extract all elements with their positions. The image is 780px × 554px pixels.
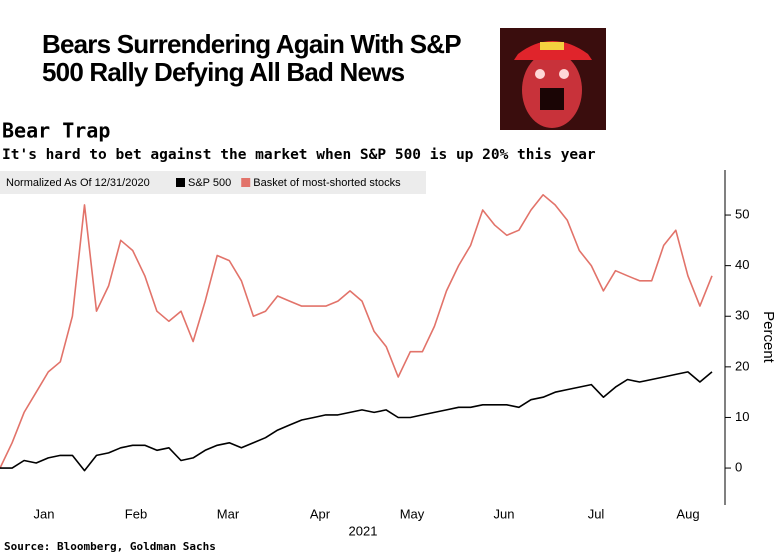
series-line [0, 194, 713, 469]
x-tick-label: Jan [34, 506, 55, 521]
x-tick-label: Apr [310, 506, 331, 521]
x-tick-label: Jul [588, 506, 605, 521]
x-tick-label: Jun [494, 506, 515, 521]
x-axis-label: 2021 [349, 523, 378, 538]
y-tick-label: 20 [735, 358, 749, 373]
x-tick-label: Aug [676, 506, 699, 521]
y-tick-label: 10 [735, 409, 749, 424]
thumbnail [500, 28, 606, 130]
legend-box [0, 171, 426, 194]
x-tick-label: May [400, 506, 425, 521]
legend-title: Normalized As Of 12/31/2020 [6, 177, 150, 189]
chart-subtitle: It's hard to bet against the market when… [2, 147, 596, 163]
x-tick-label: Mar [217, 506, 240, 521]
y-tick-label: 30 [735, 308, 749, 323]
headline: 500 Rally Defying All Bad News [42, 57, 405, 87]
y-tick-label: 40 [735, 257, 749, 272]
series-line [0, 371, 713, 472]
legend-swatch [176, 178, 185, 187]
source: Source: Bloomberg, Goldman Sachs [4, 540, 216, 553]
chart-title: Bear Trap [2, 119, 110, 143]
headline: Bears Surrendering Again With S&P [42, 29, 462, 59]
y-tick-label: 50 [735, 206, 749, 221]
legend-label: S&P 500 [188, 177, 231, 189]
legend-swatch [241, 178, 251, 187]
x-tick-label: Feb [125, 506, 147, 521]
y-tick-label: 0 [735, 459, 742, 474]
y-axis-label: Percent [760, 311, 777, 364]
legend-label: Basket of most-shorted stocks [253, 177, 401, 189]
